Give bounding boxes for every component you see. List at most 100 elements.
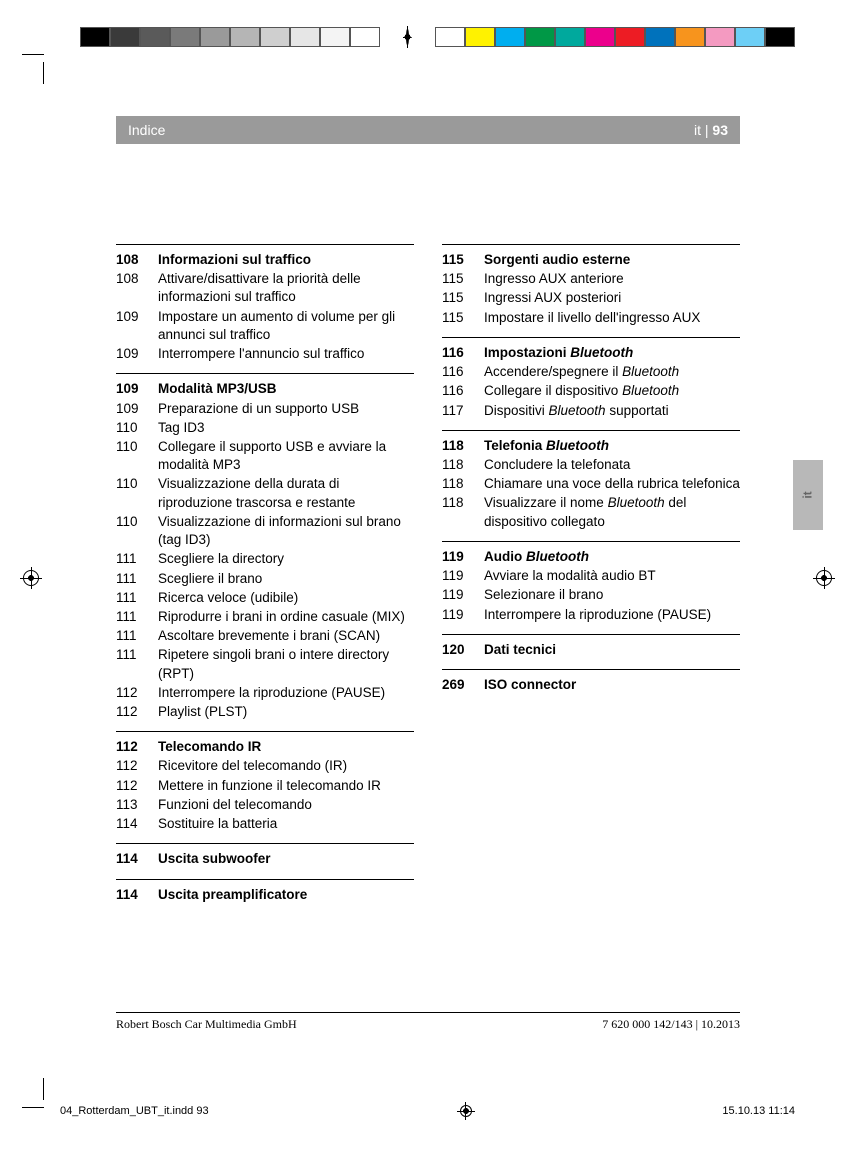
toc-entry-text: Visualizzazione di informazioni sul bran… <box>158 513 414 549</box>
header-page-ref: it | 93 <box>694 122 728 138</box>
toc-heading-text: Uscita subwoofer <box>158 850 414 868</box>
toc-page-num: 116 <box>442 382 484 400</box>
toc-entry-text: Funzioni del telecomando <box>158 796 414 814</box>
toc-entry: 116Collegare il dispositivo Bluetooth <box>442 382 740 400</box>
toc-section: 119Audio Bluetooth119Avviare la modalità… <box>442 541 740 624</box>
language-tab: it <box>793 460 823 530</box>
toc-heading: 269ISO connector <box>442 676 740 694</box>
toc-page-num: 119 <box>442 548 484 566</box>
swatch <box>320 27 350 47</box>
toc-section: 116 Impostazioni Bluetooth116Accendere/sp… <box>442 337 740 420</box>
toc-entry-text: Collegare il dispositivo Bluetooth <box>484 382 740 400</box>
toc-page-num: 114 <box>116 815 158 833</box>
toc-page-num: 115 <box>442 270 484 288</box>
toc-page-num: 118 <box>442 475 484 493</box>
toc-heading-text: Uscita preamplificatore <box>158 886 414 904</box>
toc-page-num: 111 <box>116 589 158 607</box>
toc-page-num: 115 <box>442 289 484 307</box>
toc-entry: 119Interrompere la riproduzione (PAUSE) <box>442 606 740 624</box>
toc-entry: 118Concludere la telefonata <box>442 456 740 474</box>
toc-heading: 114Uscita subwoofer <box>116 850 414 868</box>
toc-page-num: 119 <box>442 606 484 624</box>
toc-page-num: 119 <box>442 567 484 585</box>
swatch <box>495 27 525 47</box>
toc-entry: 119Selezionare il brano <box>442 586 740 604</box>
toc-page-num: 111 <box>116 627 158 645</box>
toc-page-num: 114 <box>116 850 158 868</box>
toc-entry: 112Interrompere la riproduzione (PAUSE) <box>116 684 414 702</box>
footer-docref: 7 620 000 142/143 | 10.2013 <box>602 1017 740 1032</box>
toc-entry-text: Dispositivi Bluetooth supportati <box>484 402 740 420</box>
toc-entry-text: Ascoltare brevemente i brani (SCAN) <box>158 627 414 645</box>
swatch <box>555 27 585 47</box>
toc-page-num: 114 <box>116 886 158 904</box>
crop-mark-icon <box>14 1078 44 1108</box>
toc-page-num: 110 <box>116 419 158 437</box>
toc-section: 115Sorgenti audio esterne115Ingresso AUX… <box>442 244 740 327</box>
toc-heading: 118Telefonia Bluetooth <box>442 437 740 455</box>
toc-section: 109Modalità MP3/USB109Preparazione di un… <box>116 373 414 721</box>
toc-entry-text: Impostare un aumento di volume per gli a… <box>158 308 414 344</box>
toc-page-num: 108 <box>116 251 158 269</box>
toc-page-num: 111 <box>116 550 158 568</box>
table-of-contents: 108Informazioni sul traffico108Attivare/… <box>116 244 740 914</box>
toc-entry: 111Riprodurre i brani in ordine casuale … <box>116 608 414 626</box>
swatch <box>735 27 765 47</box>
toc-page-num: 113 <box>116 796 158 814</box>
toc-entry-text: Visualizzare il nome Bluetooth del dispo… <box>484 494 740 530</box>
swatch <box>525 27 555 47</box>
toc-entry: 119Avviare la modalità audio BT <box>442 567 740 585</box>
toc-entry: 111Scegliere il brano <box>116 570 414 588</box>
toc-heading-text: Telefonia Bluetooth <box>484 437 740 455</box>
toc-entry: 110Visualizzazione di informazioni sul b… <box>116 513 414 549</box>
toc-page-num: 115 <box>442 251 484 269</box>
toc-entry-text: Interrompere l'annuncio sul traffico <box>158 345 414 363</box>
swatch <box>435 27 465 47</box>
toc-entry-text: Visualizzazione della durata di riproduz… <box>158 475 414 511</box>
toc-entry-text: Ripetere singoli brani o intere director… <box>158 646 414 682</box>
toc-entry: 110Collegare il supporto USB e avviare l… <box>116 438 414 474</box>
swatch <box>140 27 170 47</box>
toc-heading-text: Audio Bluetooth <box>484 548 740 566</box>
footer: Robert Bosch Car Multimedia GmbH 7 620 0… <box>116 1012 740 1032</box>
toc-page-num: 120 <box>442 641 484 659</box>
toc-page-num: 111 <box>116 608 158 626</box>
toc-entry: 113Funzioni del telecomando <box>116 796 414 814</box>
toc-section: 118Telefonia Bluetooth118Concludere la t… <box>442 430 740 531</box>
toc-section: 112Telecomando IR112Ricevitore del telec… <box>116 731 414 833</box>
toc-page-num: 110 <box>116 475 158 511</box>
toc-page-num: 110 <box>116 438 158 474</box>
toc-entry: 115Ingresso AUX anteriore <box>442 270 740 288</box>
toc-entry-text: Interrompere la riproduzione (PAUSE) <box>158 684 414 702</box>
toc-heading-text: Impostazioni Bluetooth <box>484 344 740 362</box>
toc-page-num: 111 <box>116 646 158 682</box>
swatch <box>675 27 705 47</box>
swatch <box>200 27 230 47</box>
registration-mark-icon <box>403 26 411 48</box>
slug-timestamp: 15.10.13 11:14 <box>722 1105 795 1117</box>
swatch <box>645 27 675 47</box>
toc-entry-text: Interrompere la riproduzione (PAUSE) <box>484 606 740 624</box>
swatch <box>705 27 735 47</box>
toc-section: 114Uscita preamplificatore <box>116 879 414 904</box>
toc-page-num: 112 <box>116 703 158 721</box>
swatch <box>260 27 290 47</box>
toc-heading-text: Telecomando IR <box>158 738 414 756</box>
toc-entry-text: Ricevitore del telecomando (IR) <box>158 757 414 775</box>
toc-entry-text: Tag ID3 <box>158 419 414 437</box>
printer-color-bar <box>80 26 795 48</box>
toc-page-num: 118 <box>442 437 484 455</box>
toc-entry-text: Preparazione di un supporto USB <box>158 400 414 418</box>
toc-heading: 112Telecomando IR <box>116 738 414 756</box>
toc-heading: 119Audio Bluetooth <box>442 548 740 566</box>
toc-entry: 116Accendere/spegnere il Bluetooth <box>442 363 740 381</box>
toc-entry: 111Scegliere la directory <box>116 550 414 568</box>
toc-page-num: 118 <box>442 456 484 474</box>
toc-entry-text: Avviare la modalità audio BT <box>484 567 740 585</box>
toc-entry: 118Visualizzare il nome Bluetooth del di… <box>442 494 740 530</box>
toc-page-num: 112 <box>116 738 158 756</box>
toc-entry-text: Accendere/spegnere il Bluetooth <box>484 363 740 381</box>
toc-entry-text: Selezionare il brano <box>484 586 740 604</box>
slug-filename: 04_Rotterdam_UBT_it.indd 93 <box>60 1105 209 1117</box>
toc-page-num: 109 <box>116 345 158 363</box>
